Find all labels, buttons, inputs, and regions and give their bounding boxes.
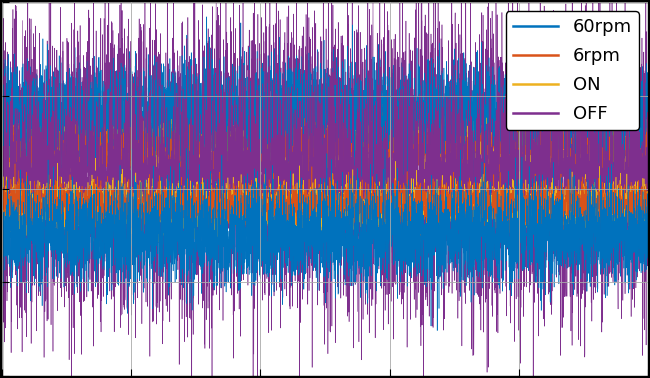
Legend: 60rpm, 6rpm, ON, OFF: 60rpm, 6rpm, ON, OFF: [506, 11, 639, 130]
